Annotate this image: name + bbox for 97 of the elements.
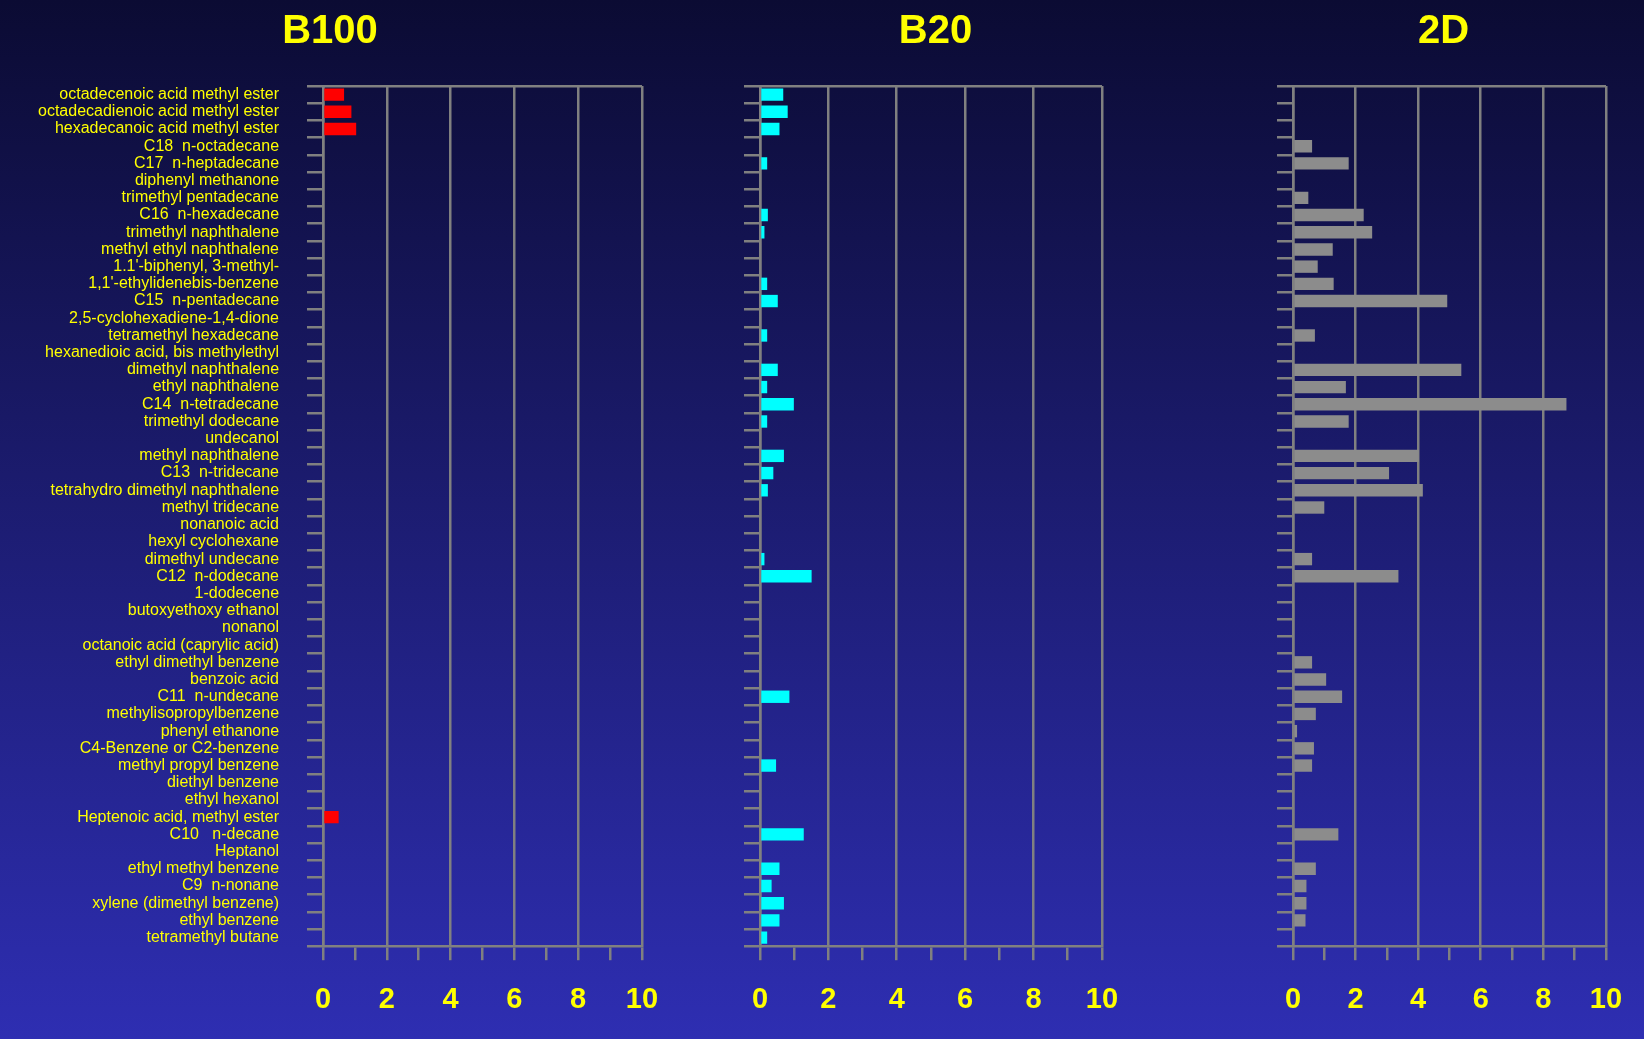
y-tick-label: diethyl benzene: [166, 773, 280, 791]
x-tick-label: 2: [378, 981, 395, 1014]
y-tick-label: Heptanol: [214, 841, 280, 859]
y-tick-label: 1,1'-ethylidenebis-benzene: [88, 274, 280, 292]
x-tick-label: 6: [506, 981, 523, 1014]
bar: [761, 329, 768, 342]
x-tick-label: 4: [442, 981, 459, 1014]
y-tick-label: trimethyl dodecane: [143, 411, 280, 429]
y-tick-label: tetramethyl hexadecane: [108, 325, 280, 343]
y-tick-label: dimethyl naphthalene: [126, 360, 280, 378]
y-tick-label: C17 n-heptadecane: [134, 153, 280, 171]
y-tick-label: phenyl ethanone: [160, 721, 280, 739]
y-tick-label: C9 n-nonane: [182, 876, 280, 894]
y-tick-label: butoxyethoxy ethanol: [127, 601, 280, 619]
x-tick-label: 10: [625, 981, 658, 1014]
x-tick-label: 0: [1284, 981, 1302, 1014]
x-tick-label: 6: [1472, 981, 1489, 1014]
y-tick-label: C11 n-undecane: [157, 687, 280, 705]
y-tick-label: octanoic acid (caprylic acid): [82, 635, 280, 653]
bar: [761, 570, 812, 583]
y-tick-label: nonanol: [222, 618, 280, 636]
bar: [761, 88, 784, 101]
bar: [761, 157, 768, 170]
bar: [761, 277, 768, 291]
bar: [761, 415, 768, 428]
x-tick-label: 4: [1410, 981, 1427, 1014]
y-tick-label: diphenyl methanone: [134, 171, 280, 189]
y-tick-label: ethyl dimethyl benzene: [115, 652, 280, 670]
x-tick-label: 2: [820, 981, 837, 1014]
y-tick-label: xylene (dimethyl benzene): [92, 893, 280, 911]
bar: [761, 294, 778, 308]
x-tick-label: 4: [888, 981, 905, 1014]
y-tick-label: trimethyl naphthalene: [126, 222, 280, 240]
y-tick-label: ethyl benzene: [179, 910, 280, 928]
y-tick-label: dimethyl undecane: [144, 549, 280, 567]
y-tick-label: hexyl cyclohexane: [148, 532, 280, 550]
y-tick-label: tetramethyl butane: [146, 928, 280, 945]
y-tick-label: methyl tridecane: [161, 497, 280, 515]
x-tick-label: 2: [1347, 981, 1364, 1014]
y-tick-label: 2,5-cyclohexadiene-1,4-dione: [69, 308, 280, 326]
x-tick-label: 6: [957, 981, 974, 1014]
y-tick-label: C10 n-decane: [169, 824, 280, 842]
bar: [761, 363, 778, 377]
bar: [761, 208, 768, 222]
y-tick-label: C15 n-pentadecane: [134, 291, 280, 309]
bar: [761, 862, 780, 875]
y-tick-label: C4-Benzene or C2-benzene: [79, 738, 280, 756]
bar: [761, 226, 765, 239]
bar: [761, 897, 784, 910]
bar: [761, 931, 768, 944]
x-tick-label: 0: [751, 981, 769, 1014]
y-tick-label: C14 n-tetradecane: [142, 394, 280, 412]
bar: [761, 122, 780, 136]
y-tick-label: Heptenoic acid, methyl ester: [77, 807, 280, 825]
y-tick-label: C13 n-tridecane: [160, 463, 280, 481]
x-tick-label: 8: [1025, 981, 1042, 1014]
chart-title: 2D: [1417, 7, 1470, 52]
y-tick-label: methyl naphthalene: [139, 446, 280, 464]
bar: [761, 690, 790, 703]
bar: [761, 398, 794, 411]
y-tick-label: hexadecanoic acid methyl ester: [54, 119, 280, 137]
y-tick-label: C16 n-hexadecane: [139, 205, 280, 223]
bar: [761, 552, 765, 566]
y-tick-label: octadecadienoic acid methyl ester: [37, 102, 280, 120]
y-tick-label: methyl ethyl naphthalene: [101, 239, 280, 257]
x-tick-label: 10: [1589, 981, 1622, 1014]
y-tick-label: C12 n-dodecane: [156, 566, 280, 584]
bar: [761, 914, 780, 927]
bar: [761, 449, 784, 463]
bar: [761, 759, 777, 772]
y-tick-label: 1-dodecene: [194, 583, 280, 601]
chart-title: B20: [898, 7, 973, 52]
y-tick-label: octadecenoic acid methyl ester: [59, 85, 280, 103]
x-tick-label: 8: [570, 981, 587, 1014]
x-tick-label: 10: [1085, 981, 1118, 1014]
y-tick-label: ethyl methyl benzene: [127, 859, 280, 877]
y-tick-label: ethyl naphthalene: [152, 377, 280, 395]
y-tick-label: trimethyl pentadecane: [121, 188, 280, 206]
y-tick-label: ethyl hexanol: [184, 790, 280, 808]
y-tick-label: hexanedioic acid, bis methylethyl: [45, 343, 280, 361]
bar: [761, 879, 772, 893]
bar: [761, 380, 768, 394]
chart-title: B100: [282, 7, 378, 52]
x-tick-label: 0: [314, 981, 332, 1014]
x-tick-label: 8: [1535, 981, 1552, 1014]
y-tick-label: C18 n-octadecane: [143, 136, 280, 154]
bar: [761, 466, 774, 480]
y-tick-label: benzoic acid: [190, 669, 280, 687]
y-tick-label: methylisopropylbenzene: [106, 704, 280, 722]
bar: [761, 828, 804, 841]
y-tick-label: 1.1'-biphenyl, 3-methyl-: [113, 257, 280, 275]
y-tick-label: nonanoic acid: [180, 515, 280, 533]
y-tick-label: undecanol: [205, 429, 280, 447]
y-tick-label: tetrahydro dimethyl naphthalene: [50, 480, 280, 498]
y-tick-label: methyl propyl benzene: [118, 755, 280, 773]
bar: [761, 484, 768, 497]
bar: [761, 105, 788, 118]
